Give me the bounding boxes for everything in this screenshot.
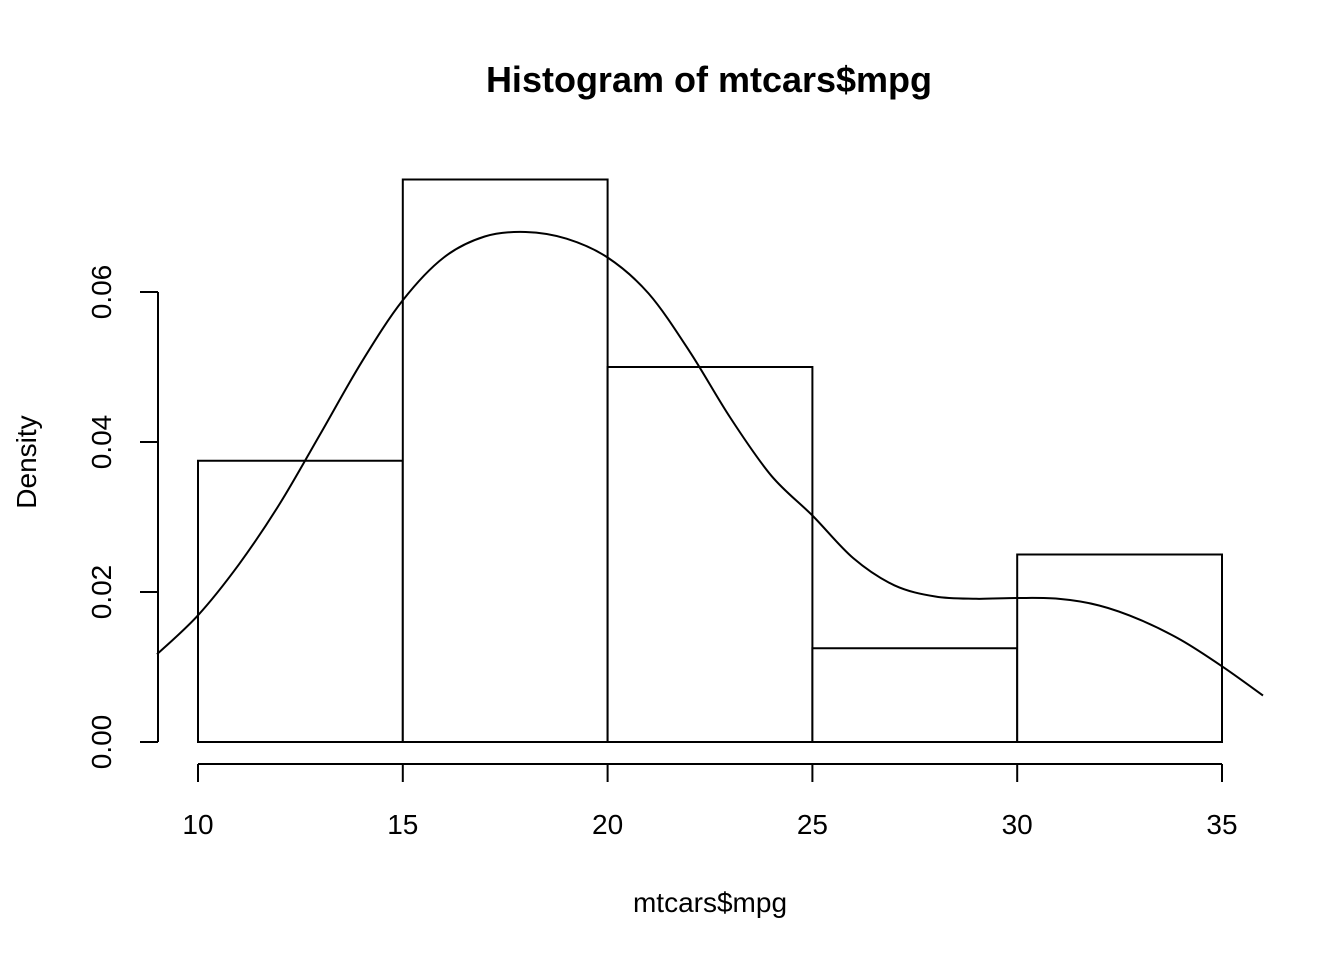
- histogram-bar-1: [197, 459, 404, 743]
- density-curve: [156, 230, 1264, 697]
- x-axis-label: mtcars$mpg: [633, 887, 787, 918]
- y-tick-label: 0.06: [86, 265, 117, 320]
- y-tick-label: 0.04: [86, 415, 117, 470]
- histogram-bars: [197, 178, 1224, 743]
- chart-title: Histogram of mtcars$mpg: [486, 59, 932, 100]
- x-tick-label: 35: [1206, 809, 1237, 840]
- x-tick-label: 15: [387, 809, 418, 840]
- y-axis-label: Density: [11, 415, 42, 508]
- y-tick-label: 0.00: [86, 715, 117, 770]
- x-tick-label: 25: [797, 809, 828, 840]
- y-tick-label: 0.02: [86, 565, 117, 620]
- x-axis: 10 15 20 25 30 35: [182, 763, 1238, 840]
- x-tick-label: 10: [182, 809, 213, 840]
- x-tick-label: 20: [592, 809, 623, 840]
- histogram-bar-4: [811, 647, 1019, 743]
- x-tick-label: 30: [1002, 809, 1033, 840]
- histogram-bar-5: [1016, 553, 1224, 743]
- histogram-bar-3: [606, 366, 814, 743]
- y-axis: 0.00 0.02 0.04 0.06: [86, 265, 159, 770]
- histogram-bar-2: [401, 178, 609, 743]
